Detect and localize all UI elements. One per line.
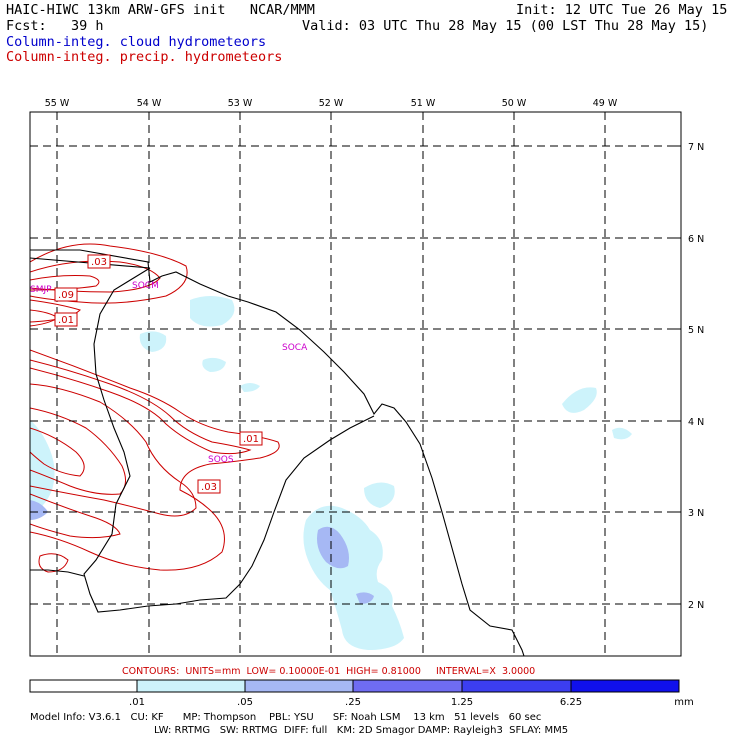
colorbar-tick: .05: [237, 697, 253, 708]
contour-label: .03: [201, 482, 217, 493]
model-info-line1: Model Info: V3.6.1 CU: KF MP: Thompson P…: [30, 712, 542, 723]
cloud-area: [317, 526, 349, 569]
contours-info: CONTOURS: UNITS=mm LOW= 0.10000E-01 HIGH…: [122, 666, 536, 677]
border: [30, 569, 85, 577]
cloud-area: [356, 592, 374, 604]
lon-label: 50 W: [502, 98, 527, 109]
cloud-area: [364, 482, 395, 508]
precip-contour: [30, 427, 85, 477]
map-frame: [29, 111, 682, 657]
colorbar-swatch: [137, 680, 245, 692]
lon-label: 49 W: [593, 98, 618, 109]
model-info-line2: LW: RRTMG SW: RRTMG DIFF: full KM: 2D Sm…: [154, 725, 569, 736]
cloud-area: [30, 500, 48, 520]
lon-label: 52 W: [319, 98, 344, 109]
lon-label: 55 W: [45, 98, 70, 109]
colorbar-tick: 1.25: [451, 697, 473, 708]
cloud-area: [240, 383, 260, 392]
colorbar-swatch: [353, 680, 462, 692]
colorbar-tick: 6.25: [560, 697, 582, 708]
station-label: SMJP: [30, 285, 52, 295]
colorbar-tick: .01: [129, 697, 145, 708]
cloud-area: [190, 296, 235, 327]
cloud-area: [562, 387, 597, 413]
contour-label: .01: [243, 434, 259, 445]
field-label-cloud: Column-integ. cloud hydrometeors: [6, 34, 267, 50]
contour-label: .09: [58, 290, 74, 301]
cloud-area: [30, 420, 55, 512]
lat-label: 5 N: [688, 325, 704, 336]
station-label: SOOS: [208, 455, 234, 465]
colorbar-swatch: [571, 680, 679, 692]
lat-label: 2 N: [688, 600, 704, 611]
lat-label: 6 N: [688, 234, 704, 245]
coastline: [30, 249, 525, 656]
lat-label: 3 N: [688, 508, 704, 519]
valid-time: Valid: 03 UTC Thu 28 May 15 (00 LST Thu …: [302, 18, 709, 34]
init-time: Init: 12 UTC Tue 26 May 15: [516, 2, 728, 18]
cloud-area: [303, 505, 404, 650]
lat-label: 4 N: [688, 417, 704, 428]
precip-contour: [30, 243, 188, 304]
station-label: SOCA: [282, 343, 308, 353]
precip-contour: [30, 407, 126, 495]
cloud-area: [202, 357, 226, 372]
lon-label: 53 W: [228, 98, 253, 109]
coastlines: [30, 249, 525, 656]
contour-label: .01: [58, 315, 74, 326]
colorbar-swatch: [245, 680, 353, 692]
precip-contour: [30, 349, 280, 571]
colorbar-unit: mm: [674, 697, 693, 708]
precip-contour: [30, 309, 59, 327]
precip-contour: [30, 383, 197, 517]
graticule: [30, 112, 681, 656]
frame-ticks: [56, 112, 681, 605]
colorbar: .01 .05 .25 1.25 6.25 mm: [29, 679, 694, 708]
lat-label: 7 N: [688, 142, 704, 153]
precip-contour: [38, 553, 69, 573]
cloud-area: [612, 427, 632, 440]
lon-label: 54 W: [137, 98, 162, 109]
forecast-hour: Fcst: 39 h: [6, 18, 104, 34]
contour-label: .03: [91, 257, 107, 268]
station-label: SOCM: [132, 281, 159, 291]
cloud-area: [139, 331, 167, 352]
plot-title: HAIC-HIWC 13km ARW-GFS init NCAR/MMM: [6, 2, 315, 18]
colorbar-swatch: [462, 680, 571, 692]
precip-contour: [30, 359, 252, 455]
lon-label: 51 W: [411, 98, 436, 109]
cloud-shading: [30, 296, 632, 650]
border: [83, 267, 375, 613]
colorbar-tick: .25: [345, 697, 361, 708]
precip-contour: [30, 299, 81, 323]
field-label-precip: Column-integ. precip. hydrometeors: [6, 49, 283, 65]
colorbar-swatch: [30, 680, 137, 692]
precip-contour: [30, 260, 161, 293]
